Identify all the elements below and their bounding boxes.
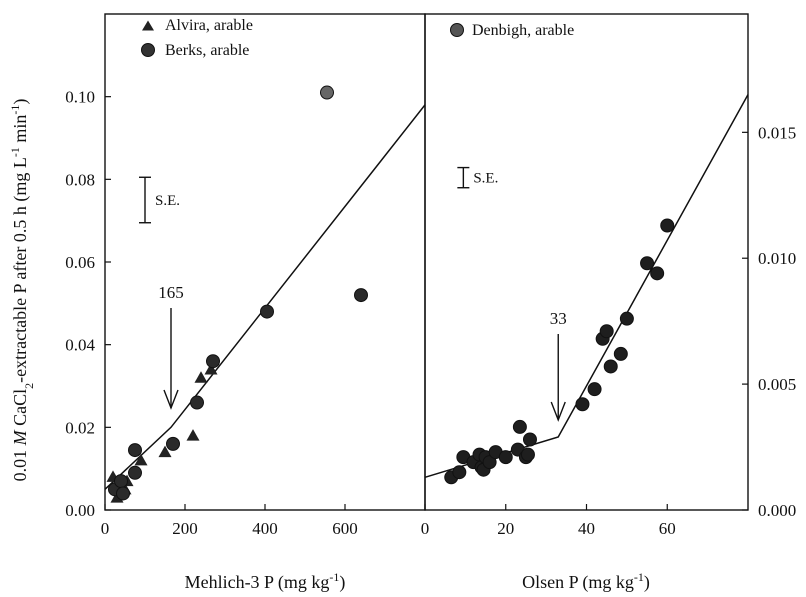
y-tick-label: 0.005 [758,375,796,394]
data-point-circle [128,465,142,480]
data-point-circle [613,346,628,361]
data-point-circle [650,266,665,281]
data-point-circle [619,311,634,326]
data-point-circle [603,359,618,374]
left-legend: Alvira, arable Berks, arable [141,17,253,59]
y-tick-label: 0.08 [65,170,95,189]
data-point-circle [116,486,130,501]
fit-line [424,94,749,479]
plot-frame [424,13,749,511]
legend-alvira-label: Alvira, arable [165,17,253,34]
legend-triangle-marker [142,20,154,31]
x-tick-label: 40 [578,519,595,538]
data-point-circle [520,447,535,462]
y-tick-label: 0.015 [758,123,796,142]
y-tick-label: 0.04 [65,336,95,355]
se-label: S.E. [473,171,498,187]
x-tick-label: 400 [252,519,278,538]
y-tick-label: 0.00 [65,501,95,520]
plot-frame [104,13,426,511]
x-tick-label: 200 [172,519,198,538]
data-point-circle [354,288,368,303]
left-xlabel: Mehlich-3 P (mg kg-1) [185,570,346,593]
x-tick-label: 0 [101,519,110,538]
y-tick-label: 0.02 [65,418,95,437]
changepoint-label: 165 [158,283,184,302]
data-point-circle [206,354,220,369]
data-point-circle [128,443,142,458]
data-point-circle [166,436,180,451]
fit-line [104,104,426,490]
y-tick-label: 0.010 [758,249,796,268]
right-legend: Denbigh, arable [450,22,574,39]
legend-circle-marker [141,43,155,57]
data-point-circle [114,474,128,489]
data-point-circle [522,432,537,447]
data-point-circle [482,455,497,470]
x-tick-label: 600 [332,519,358,538]
x-tick-label: 20 [497,519,514,538]
data-point-circle [660,218,675,233]
right-panel: 0 20 40 60 0.000 0.005 0.010 0.015 33 S.E. [421,13,796,538]
data-point-circle [498,450,513,465]
data-point-triangle [204,362,218,375]
legend-circle-marker [450,23,464,37]
y-axis-label: 0.01 M CaCl2-extractable P after 0.5 h (… [8,99,36,482]
changepoint-arrow-head [550,401,566,422]
data-point-triangle [158,445,172,458]
x-tick-label: 60 [659,519,676,538]
data-point-circle [599,324,614,339]
data-point-triangle [186,429,200,441]
data-point-circle [320,85,334,100]
legend-denbigh-label: Denbigh, arable [472,22,574,39]
y-tick-label: 0.06 [65,253,95,272]
se-label: S.E. [155,193,180,209]
legend-berks-label: Berks, arable [165,42,249,59]
changepoint-label: 33 [550,309,567,328]
data-point-triangle [134,453,148,466]
x-tick-label: 0 [421,519,430,538]
data-point-circle [260,304,274,319]
data-point-triangle [194,371,208,383]
data-point-circle [190,395,204,410]
data-point-circle [640,256,655,271]
y-tick-label: 0.10 [65,88,95,107]
y-tick-label: 0.000 [758,501,796,520]
changepoint-arrow-head [163,389,179,410]
data-point-circle [452,465,467,480]
data-point-circle [512,419,527,434]
left-panel: 0 200 400 600 0.00 0.02 0.04 0.06 0.08 0.10 165 S.E… [65,13,426,538]
right-xlabel: Olsen P (mg kg-1) [522,570,650,593]
data-point-circle [587,382,602,397]
data-point-circle [575,397,590,412]
